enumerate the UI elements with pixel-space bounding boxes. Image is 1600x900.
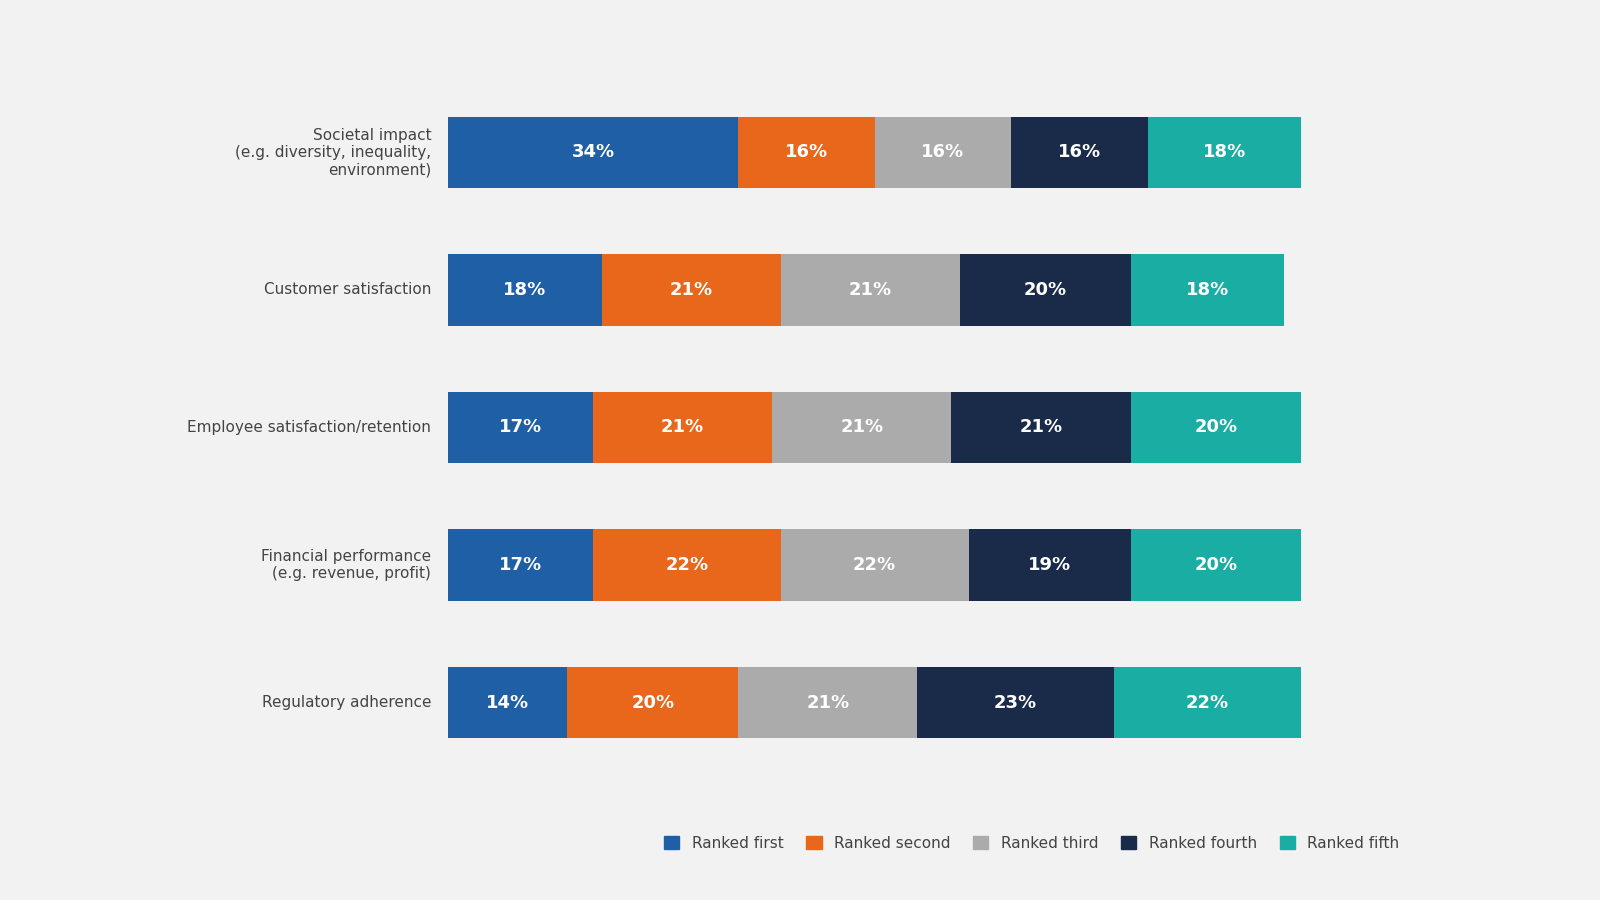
Bar xyxy=(952,392,1131,464)
Bar xyxy=(875,117,1011,188)
Text: 16%: 16% xyxy=(922,143,965,161)
Text: 17%: 17% xyxy=(499,556,542,574)
Bar xyxy=(781,529,968,601)
Text: 16%: 16% xyxy=(1058,143,1101,161)
Bar xyxy=(568,667,738,738)
Bar xyxy=(1131,254,1285,326)
Text: 22%: 22% xyxy=(1186,694,1229,712)
Bar xyxy=(773,392,952,464)
Bar xyxy=(448,117,738,188)
Bar xyxy=(1011,117,1147,188)
Text: 20%: 20% xyxy=(1024,281,1067,299)
Text: 22%: 22% xyxy=(666,556,709,574)
Bar xyxy=(1147,117,1301,188)
Text: 16%: 16% xyxy=(786,143,827,161)
Bar xyxy=(738,667,917,738)
Bar xyxy=(448,254,602,326)
Bar xyxy=(917,667,1114,738)
Bar xyxy=(1131,529,1301,601)
Text: 18%: 18% xyxy=(502,281,547,299)
Bar xyxy=(594,392,773,464)
Text: 34%: 34% xyxy=(571,143,614,161)
Bar xyxy=(448,667,568,738)
Text: 21%: 21% xyxy=(1019,418,1062,436)
Text: 23%: 23% xyxy=(994,694,1037,712)
Bar xyxy=(448,392,594,464)
Text: 20%: 20% xyxy=(632,694,674,712)
Text: 18%: 18% xyxy=(1203,143,1246,161)
Bar xyxy=(1131,392,1301,464)
Text: 21%: 21% xyxy=(806,694,850,712)
Bar xyxy=(781,254,960,326)
Bar xyxy=(602,254,781,326)
Bar xyxy=(960,254,1131,326)
Text: 17%: 17% xyxy=(499,418,542,436)
Bar xyxy=(448,529,594,601)
Text: 19%: 19% xyxy=(1029,556,1070,574)
Bar xyxy=(968,529,1131,601)
Text: 21%: 21% xyxy=(670,281,712,299)
Text: 14%: 14% xyxy=(486,694,530,712)
Text: 20%: 20% xyxy=(1195,418,1237,436)
Bar xyxy=(738,117,875,188)
Text: 21%: 21% xyxy=(840,418,883,436)
Text: 18%: 18% xyxy=(1186,281,1229,299)
Legend: Ranked first, Ranked second, Ranked third, Ranked fourth, Ranked fifth: Ranked first, Ranked second, Ranked thir… xyxy=(664,836,1400,851)
Text: 20%: 20% xyxy=(1195,556,1237,574)
Text: 22%: 22% xyxy=(853,556,896,574)
Text: 21%: 21% xyxy=(661,418,704,436)
Bar xyxy=(1114,667,1301,738)
Bar xyxy=(594,529,781,601)
Text: 21%: 21% xyxy=(850,281,891,299)
